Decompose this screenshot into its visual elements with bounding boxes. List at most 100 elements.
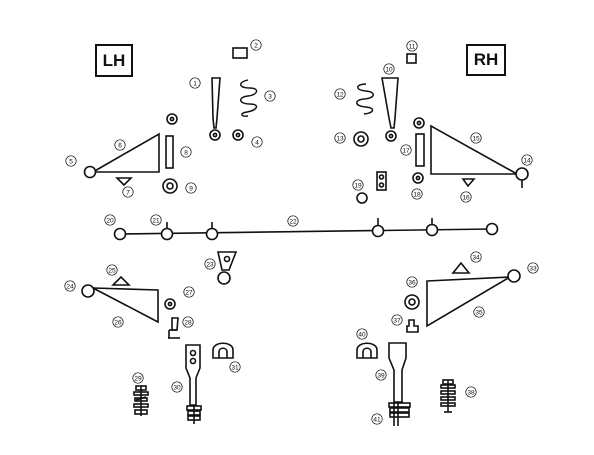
lh-bar xyxy=(165,135,174,169)
callout-28: 28 xyxy=(182,316,194,328)
callout-16: 16 xyxy=(460,191,472,203)
callout-17: 17 xyxy=(400,144,412,156)
callout-38: 38 xyxy=(465,386,477,398)
svg-text:30: 30 xyxy=(173,384,181,391)
svg-text:38: 38 xyxy=(467,389,475,396)
svg-text:3: 3 xyxy=(268,93,272,100)
callout-36: 36 xyxy=(406,276,418,288)
callout-1: 1 xyxy=(189,77,201,89)
svg-text:16: 16 xyxy=(462,194,470,201)
svg-text:5: 5 xyxy=(69,158,73,165)
lh-lower-triangle xyxy=(92,287,159,324)
callout-6: 6 xyxy=(114,139,126,151)
lh-clip xyxy=(171,317,179,331)
rh-lower-small-triangle xyxy=(451,261,471,274)
svg-text:12: 12 xyxy=(336,91,344,98)
rh-bump-stop xyxy=(356,342,378,359)
svg-text:6: 6 xyxy=(118,142,122,149)
callout-3: 3 xyxy=(264,90,276,102)
rh-bushing-large xyxy=(353,131,369,147)
rh-washer xyxy=(412,172,424,184)
svg-text:35: 35 xyxy=(475,309,483,316)
lh-upper-triangle xyxy=(90,132,160,173)
lh-side-label: LH xyxy=(95,44,133,77)
lh-lower-ball xyxy=(81,284,95,298)
rh-bracket xyxy=(376,171,387,191)
svg-text:19: 19 xyxy=(354,182,362,189)
callout-markers: 1 2 3 4 5 6 7 8 9 10 11 12 13 14 15 16 1… xyxy=(64,39,539,425)
callout-12: 12 xyxy=(334,88,346,100)
track-bar-assembly xyxy=(113,218,499,241)
rh-upper-triangle xyxy=(430,124,521,175)
svg-text:21: 21 xyxy=(152,217,160,224)
svg-text:7: 7 xyxy=(126,189,130,196)
lh-small-triangle xyxy=(115,177,133,187)
rh-lower-triangle xyxy=(426,276,511,328)
svg-text:8: 8 xyxy=(184,149,188,156)
callout-11: 11 xyxy=(406,40,418,52)
rh-arm-eye xyxy=(385,130,397,142)
svg-text:26: 26 xyxy=(114,319,122,326)
callout-9: 9 xyxy=(185,182,197,194)
callout-14: 14 xyxy=(521,154,533,166)
svg-text:1: 1 xyxy=(193,80,197,87)
callout-7: 7 xyxy=(122,186,134,198)
svg-text:15: 15 xyxy=(472,135,480,142)
callout-18: 18 xyxy=(411,188,423,200)
callout-29: 29 xyxy=(132,372,144,384)
callout-31: 31 xyxy=(229,361,241,373)
callout-5: 5 xyxy=(65,155,77,167)
callout-4: 4 xyxy=(251,136,263,148)
lh-washer xyxy=(232,129,244,141)
svg-text:4: 4 xyxy=(255,139,259,146)
lh-lower-bracket xyxy=(217,251,238,271)
svg-text:37: 37 xyxy=(393,317,401,324)
callout-21: 21 xyxy=(150,214,162,226)
callout-33: 33 xyxy=(527,262,539,274)
svg-text:39: 39 xyxy=(377,372,385,379)
rh-pivot-ball xyxy=(515,167,529,181)
svg-text:17: 17 xyxy=(402,147,410,154)
lh-arm-eye xyxy=(209,129,221,141)
lh-upper-parts xyxy=(83,47,258,194)
callout-34: 34 xyxy=(470,251,482,263)
svg-text:20: 20 xyxy=(106,217,114,224)
callout-10: 10 xyxy=(383,63,395,75)
svg-text:22: 22 xyxy=(289,218,297,225)
lh-bushing xyxy=(162,178,178,194)
rh-upper-parts xyxy=(353,53,529,204)
svg-text:18: 18 xyxy=(413,191,421,198)
rh-shock-absorber xyxy=(388,342,407,403)
rh-lower-bushing xyxy=(404,294,420,310)
svg-text:40: 40 xyxy=(358,331,366,338)
callout-39: 39 xyxy=(375,369,387,381)
rh-bar xyxy=(415,133,425,167)
callout-37: 37 xyxy=(391,314,403,326)
rh-side-label: RH xyxy=(466,44,506,76)
rh-disc xyxy=(356,192,368,204)
svg-text:27: 27 xyxy=(185,289,193,296)
svg-text:28: 28 xyxy=(184,319,192,326)
callout-19: 19 xyxy=(352,179,364,191)
svg-text:24: 24 xyxy=(66,283,74,290)
lh-pivot-ball xyxy=(83,165,97,179)
lh-lower-parts xyxy=(81,251,238,424)
svg-text:25: 25 xyxy=(108,267,116,274)
rh-small-block xyxy=(406,53,417,64)
rh-arm-part xyxy=(381,77,399,129)
lh-bump-stop xyxy=(212,342,234,359)
lh-lower-small-triangle xyxy=(111,275,131,286)
callout-8: 8 xyxy=(180,146,192,158)
callout-27: 27 xyxy=(183,286,195,298)
lh-arm-part xyxy=(211,77,221,129)
svg-text:2: 2 xyxy=(254,42,258,49)
svg-text:33: 33 xyxy=(529,265,537,272)
rh-small-triangle xyxy=(461,178,476,188)
rh-lower-parts xyxy=(356,261,521,426)
svg-text:36: 36 xyxy=(408,279,416,286)
callout-30: 30 xyxy=(171,381,183,393)
lh-bolt-stack xyxy=(133,385,149,416)
callout-2: 2 xyxy=(250,39,262,51)
